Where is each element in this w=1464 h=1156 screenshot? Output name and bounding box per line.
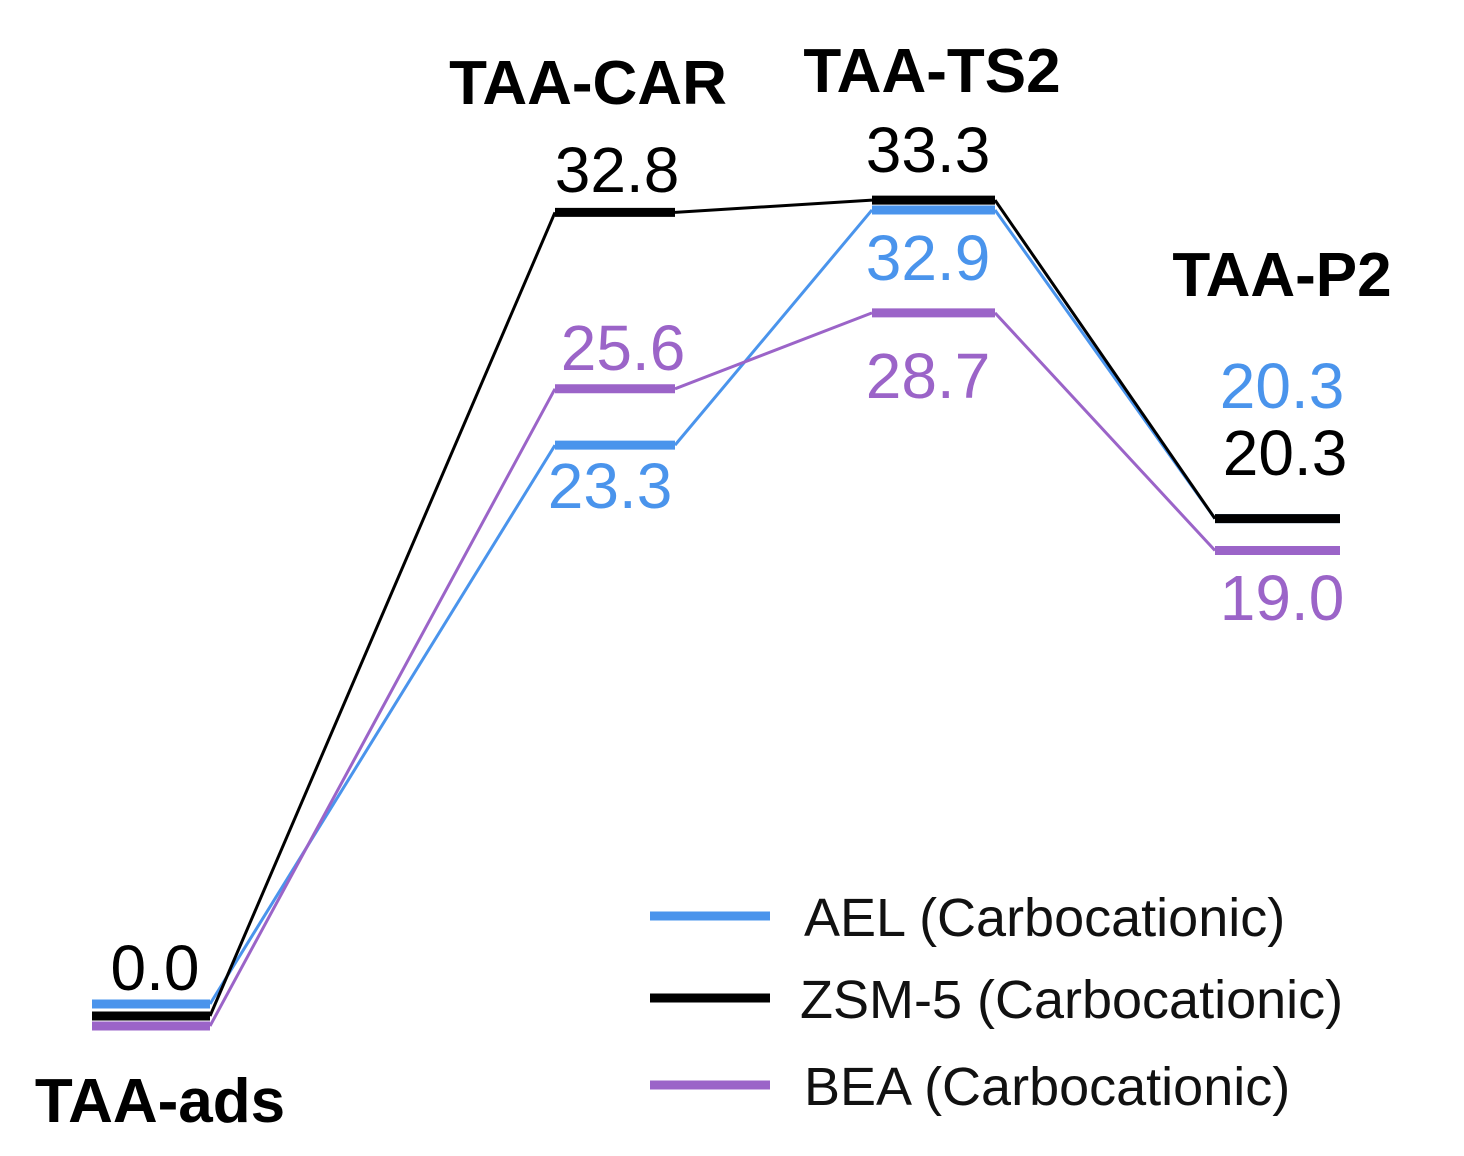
legend-label-0: AEL (Carbocationic): [804, 888, 1285, 948]
value-label-2-2: 28.7: [866, 340, 991, 412]
connector-2-1: [674, 311, 873, 391]
energy-levels: [92, 195, 1340, 1031]
value-labels: 23.3 32.9 20.3 0.0 32.8 33.3 20.3 25.6 28.7 19.0: [111, 114, 1348, 1004]
legend-label-2: BEA (Carbocationic): [804, 1057, 1290, 1117]
connector-0-0: [208, 444, 557, 1005]
state-label-3: TAA-P2: [1172, 241, 1391, 310]
state-label-2: TAA-TS2: [803, 37, 1060, 106]
connector-lines: [208, 198, 1217, 1027]
value-label-1-0: 0.0: [111, 932, 200, 1004]
connector-2-0: [208, 388, 557, 1027]
value-label-2-3: 19.0: [1220, 562, 1345, 634]
value-label-1-3: 20.3: [1223, 417, 1348, 489]
connector-0-1: [673, 208, 874, 447]
value-label-2-1: 25.6: [561, 312, 686, 384]
legend: AEL (Carbocationic) ZSM-5 (Carbocationic)…: [650, 888, 1343, 1117]
connector-1-1: [674, 198, 873, 214]
value-label-0-2: 32.9: [866, 222, 991, 294]
state-label-1: TAA-CAR: [449, 49, 727, 118]
connector-1-2: [993, 199, 1217, 520]
state-label-0: TAA-ads: [35, 1067, 285, 1136]
connector-1-0: [208, 211, 557, 1017]
state-labels: TAA-ads TAA-CAR TAA-TS2 TAA-P2: [35, 37, 1392, 1136]
legend-label-1: ZSM-5 (Carbocationic): [800, 970, 1343, 1030]
value-label-0-3: 20.3: [1220, 350, 1345, 422]
value-label-1-2: 33.3: [866, 114, 991, 186]
value-label-1-1: 32.8: [555, 134, 680, 206]
value-label-0-1: 23.3: [548, 450, 673, 522]
connector-2-2: [993, 311, 1217, 552]
